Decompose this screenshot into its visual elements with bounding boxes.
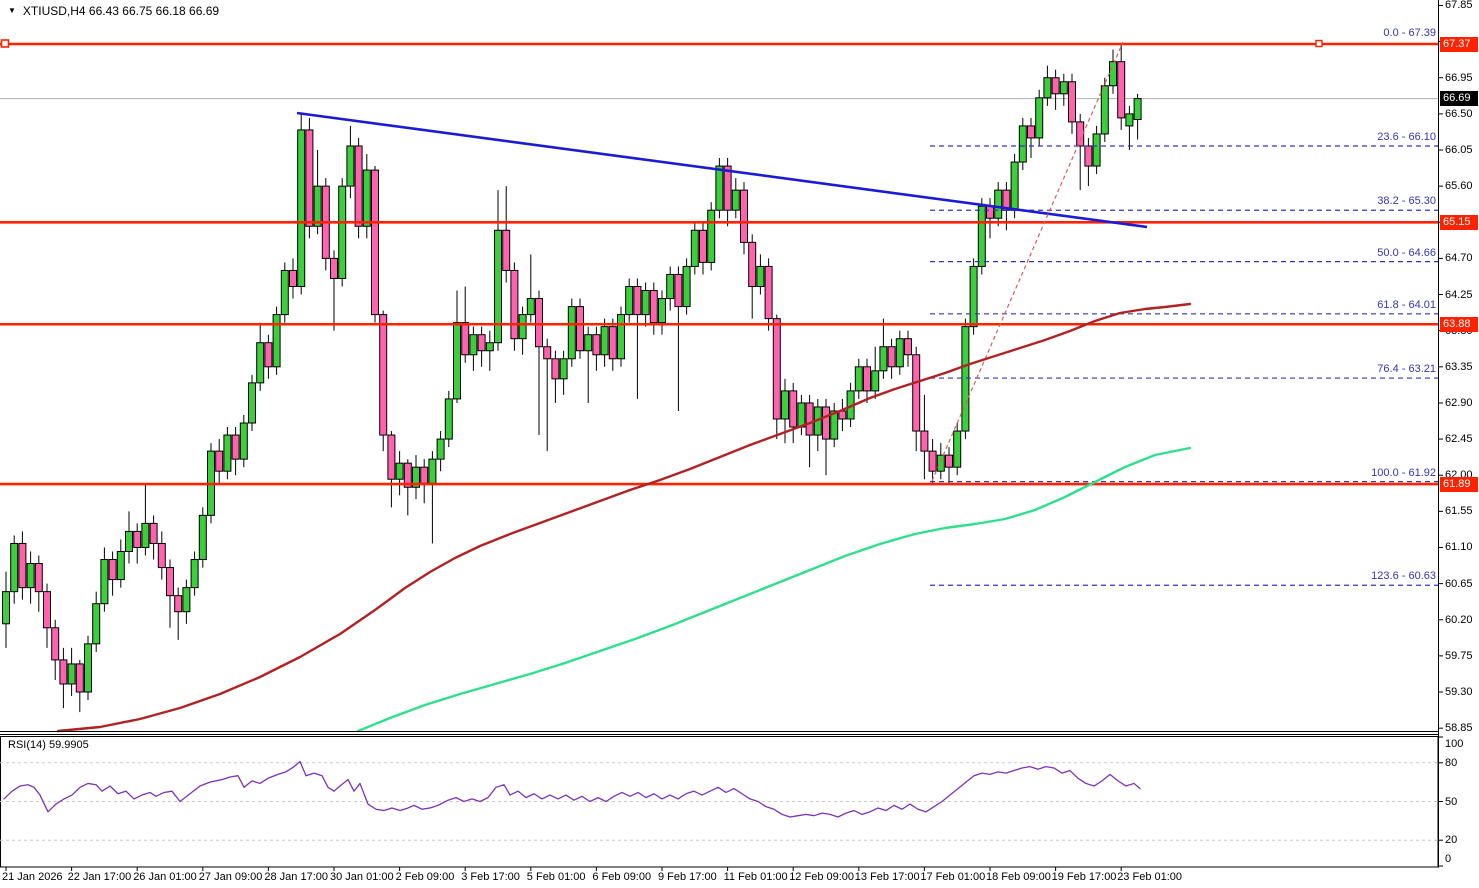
time-axis-label: 28 Jan 17:00 bbox=[264, 871, 329, 883]
fib-level-label: 38.2 - 65.30 bbox=[1377, 195, 1436, 208]
fib-level-label: 76.4 - 63.21 bbox=[1377, 363, 1436, 376]
price-badge: 67.37 bbox=[1440, 36, 1478, 52]
time-axis-label: 19 Feb 17:00 bbox=[1051, 871, 1117, 883]
rsi-scale-label: 100 bbox=[1445, 738, 1464, 750]
price-tick-label: 63.35 bbox=[1445, 360, 1473, 373]
rsi-scale-label: 50 bbox=[1445, 795, 1458, 808]
time-axis-label: 9 Feb 17:00 bbox=[658, 871, 717, 883]
rsi-indicator-label: RSI(14) 59.9905 bbox=[8, 739, 89, 751]
chart-legend: ▼ XTIUSD,H4 66.43 66.75 66.18 66.69 bbox=[8, 4, 219, 18]
price-tick-label: 66.95 bbox=[1445, 71, 1473, 84]
time-axis-label: 2 Feb 09:00 bbox=[395, 871, 455, 883]
price-tick-label: 61.10 bbox=[1445, 541, 1473, 554]
time-axis-label: 30 Jan 01:00 bbox=[330, 871, 394, 883]
time-axis-label: 22 Jan 17:00 bbox=[67, 871, 132, 883]
time-axis-label: 3 Feb 17:00 bbox=[461, 871, 520, 883]
price-tick-label: 59.75 bbox=[1445, 649, 1473, 662]
price-tick-label: 60.20 bbox=[1445, 613, 1473, 626]
rsi-scale-label: 0 bbox=[1445, 853, 1452, 865]
price-badge: 61.89 bbox=[1440, 476, 1478, 492]
price-tick-label: 67.85 bbox=[1445, 0, 1473, 12]
time-axis-label: 11 Feb 01:00 bbox=[723, 871, 788, 883]
price-badge: 63.88 bbox=[1440, 316, 1478, 332]
price-badge: 65.15 bbox=[1440, 214, 1478, 230]
fib-level-label: 50.0 - 64.66 bbox=[1377, 246, 1436, 259]
price-tick-label: 66.05 bbox=[1445, 143, 1473, 156]
time-axis-label: 13 Feb 17:00 bbox=[854, 871, 920, 883]
price-tick-label: 60.65 bbox=[1445, 577, 1473, 590]
fib-level-label: 123.6 - 60.63 bbox=[1371, 570, 1436, 583]
price-tick-label: 61.55 bbox=[1445, 505, 1473, 518]
price-tick-label: 64.25 bbox=[1445, 288, 1473, 301]
time-axis-label: 27 Jan 09:00 bbox=[198, 871, 263, 883]
time-axis-label: 23 Feb 01:00 bbox=[1117, 871, 1183, 883]
price-badge: 66.69 bbox=[1440, 91, 1478, 107]
time-axis-label: 17 Feb 01:00 bbox=[920, 871, 986, 883]
time-axis-label: 21 Jan 2026 bbox=[2, 871, 63, 883]
fib-level-label: 0.0 - 67.39 bbox=[1383, 27, 1436, 40]
rsi-scale-label: 20 bbox=[1445, 834, 1458, 847]
legend-ohlc-text: XTIUSD,H4 66.43 66.75 66.18 66.69 bbox=[22, 4, 220, 18]
fib-level-label: 61.8 - 64.01 bbox=[1377, 298, 1436, 311]
time-axis-label: 26 Jan 01:00 bbox=[133, 871, 197, 883]
time-axis-label: 18 Feb 09:00 bbox=[986, 871, 1051, 883]
time-axis-label: 12 Feb 09:00 bbox=[789, 871, 855, 883]
time-axis-label: 5 Feb 01:00 bbox=[526, 871, 586, 883]
fib-level-label: 100.0 - 61.92 bbox=[1371, 466, 1436, 479]
price-tick-label: 62.45 bbox=[1445, 433, 1473, 446]
symbol-dropdown-arrow-icon[interactable]: ▼ bbox=[8, 6, 16, 15]
price-tick-label: 65.60 bbox=[1445, 180, 1473, 193]
fib-level-label: 23.6 - 66.10 bbox=[1377, 130, 1436, 143]
time-axis-label: 6 Feb 09:00 bbox=[592, 871, 652, 883]
price-tick-label: 64.70 bbox=[1445, 252, 1473, 265]
price-tick-label: 66.50 bbox=[1445, 107, 1473, 120]
rsi-scale-label: 80 bbox=[1445, 756, 1458, 769]
price-tick-label: 59.30 bbox=[1445, 686, 1473, 699]
price-tick-label: 62.90 bbox=[1445, 396, 1473, 409]
price-tick-label: 58.85 bbox=[1445, 722, 1473, 735]
